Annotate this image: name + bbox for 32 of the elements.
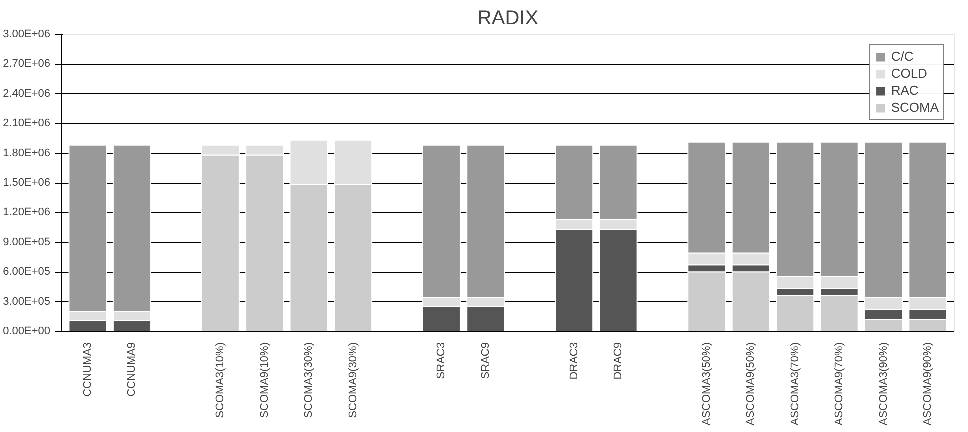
x-tick-label: ASCOMA3(70%) bbox=[789, 342, 802, 426]
y-tick-label: 2.70E+06 bbox=[3, 58, 50, 70]
x-tick-label: SCOMA3(30%) bbox=[303, 342, 316, 418]
x-tick-label: DRAC3 bbox=[568, 342, 580, 380]
y-tick-label: 0.00E+00 bbox=[3, 326, 50, 338]
chart-title: RADIX bbox=[477, 8, 539, 30]
y-tick-label: 1.20E+06 bbox=[3, 206, 50, 219]
x-tick-label: CCNUMA9 bbox=[126, 342, 138, 397]
x-tick-label: SCOMA9(30%) bbox=[347, 342, 360, 418]
legend-label: SCOMA bbox=[891, 100, 939, 115]
x-tick-label: SRAC9 bbox=[480, 342, 492, 380]
x-tick-label: CCNUMA3 bbox=[82, 342, 94, 397]
x-tick-label: DRAC9 bbox=[612, 342, 625, 380]
y-tick-label: 1.80E+06 bbox=[3, 147, 50, 160]
x-tick-label: ASCOMA3(50%) bbox=[700, 342, 713, 426]
x-tick-label: ASCOMA9(70%) bbox=[834, 342, 846, 426]
legend-label: C/C bbox=[891, 49, 914, 64]
legend-label: COLD bbox=[891, 66, 928, 81]
x-tick-label: SCOMA9(10%) bbox=[258, 342, 271, 418]
x-tick-label: SCOMA3(10%) bbox=[214, 342, 227, 418]
y-tick-label: 3.00E+05 bbox=[3, 296, 50, 308]
y-tick-label: 2.40E+06 bbox=[3, 88, 50, 100]
y-tick-label: 1.50E+06 bbox=[3, 177, 50, 189]
y-tick-label: 9.00E+05 bbox=[3, 236, 50, 248]
y-tick-label: 3.00E+06 bbox=[3, 28, 50, 40]
x-tick-label: ASCOMA9(50%) bbox=[745, 342, 758, 426]
x-tick-label: ASCOMA9(90%) bbox=[922, 342, 934, 426]
legend-label: RAC bbox=[891, 83, 919, 98]
y-tick-label: 6.00E+05 bbox=[3, 266, 50, 278]
y-tick-label: 2.10E+06 bbox=[3, 118, 50, 130]
x-tick-label: SRAC3 bbox=[436, 342, 448, 380]
x-tick-label: ASCOMA3(90%) bbox=[878, 342, 890, 426]
